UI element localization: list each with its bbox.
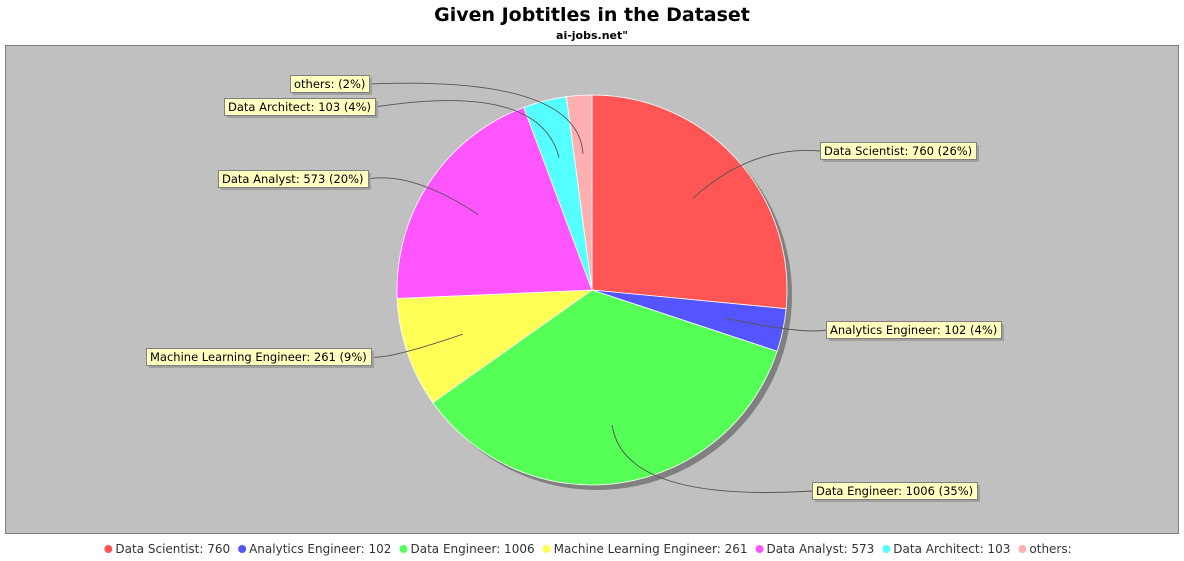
slice-label-box-data-scientist — [820, 142, 977, 160]
label-leaders — [367, 82, 827, 493]
legend-swatch-others — [1018, 545, 1027, 553]
leader-line-machine-learning-engineer — [370, 333, 463, 358]
legend-label-data-engineer: Data Engineer: 1006 — [411, 542, 535, 556]
slice-label-box-analytics-engineer — [826, 321, 1002, 339]
slice-label-analytics-engineer: Analytics Engineer: 102 (4%) — [830, 323, 997, 337]
legend-label-data-architect: Data Architect: 103 — [893, 542, 1010, 556]
slice-label-box-data-engineer — [812, 482, 978, 500]
legend-swatch-analytics-engineer — [238, 545, 247, 553]
slice-label-data-analyst: Data Analyst: 573 (20%) — [222, 172, 364, 186]
pie-slice-others[interactable] — [565, 94, 593, 291]
legend-swatch-data-scientist — [104, 545, 113, 553]
legend-swatch-machine-learning-engineer — [542, 545, 551, 553]
slice-label-box-data-analyst — [218, 170, 369, 188]
leader-line-others — [368, 82, 584, 154]
legend-label-others: others: — [1029, 542, 1071, 556]
legend-swatch-data-analyst — [755, 545, 764, 553]
slice-label-box-others — [290, 75, 370, 93]
pie-slices — [396, 94, 788, 486]
legend-label-analytics-engineer: Analytics Engineer: 102 — [249, 542, 391, 556]
slice-label-data-architect: Data Architect: 103 (4%) — [228, 100, 371, 114]
slice-labels: Data Scientist: 760 (26%) Analytics Engin… — [146, 75, 1004, 502]
pie-slice-data-engineer[interactable] — [432, 289, 778, 486]
chart-title: Given Jobtitles in the Dataset — [434, 4, 750, 26]
legend-label-data-analyst: Data Analyst: 573 — [767, 542, 875, 556]
legend: Data Scientist: 760 Analytics Engineer: 1… — [104, 542, 1072, 556]
leader-line-data-analyst — [367, 177, 479, 215]
pie-slice-machine-learning-engineer[interactable] — [396, 289, 594, 404]
slice-label-data-engineer: Data Engineer: 1006 (35%) — [816, 484, 973, 498]
slice-label-box-data-architect — [224, 98, 376, 116]
pie-slice-data-analyst[interactable] — [396, 106, 593, 299]
legend-label-data-scientist: Data Scientist: 760 — [115, 542, 230, 556]
leader-line-data-engineer — [611, 424, 813, 493]
leader-line-analytics-engineer — [725, 317, 827, 332]
slice-label-machine-learning-engineer: Machine Learning Engineer: 261 (9%) — [150, 350, 367, 364]
slice-label-data-scientist: Data Scientist: 760 (26%) — [824, 144, 972, 158]
legend-label-machine-learning-engineer: Machine Learning Engineer: 261 — [554, 542, 748, 556]
slice-label-others: others: (2%) — [294, 77, 365, 91]
slice-label-box-machine-learning-engineer — [146, 348, 372, 366]
leader-line-data-architect — [374, 100, 560, 158]
legend-swatch-data-engineer — [399, 545, 408, 553]
pie-slice-data-scientist[interactable] — [591, 94, 788, 310]
chart-subtitle: ai-jobs.net" — [556, 29, 628, 42]
legend-swatch-data-architect — [882, 545, 891, 553]
leader-line-data-scientist — [692, 150, 821, 199]
